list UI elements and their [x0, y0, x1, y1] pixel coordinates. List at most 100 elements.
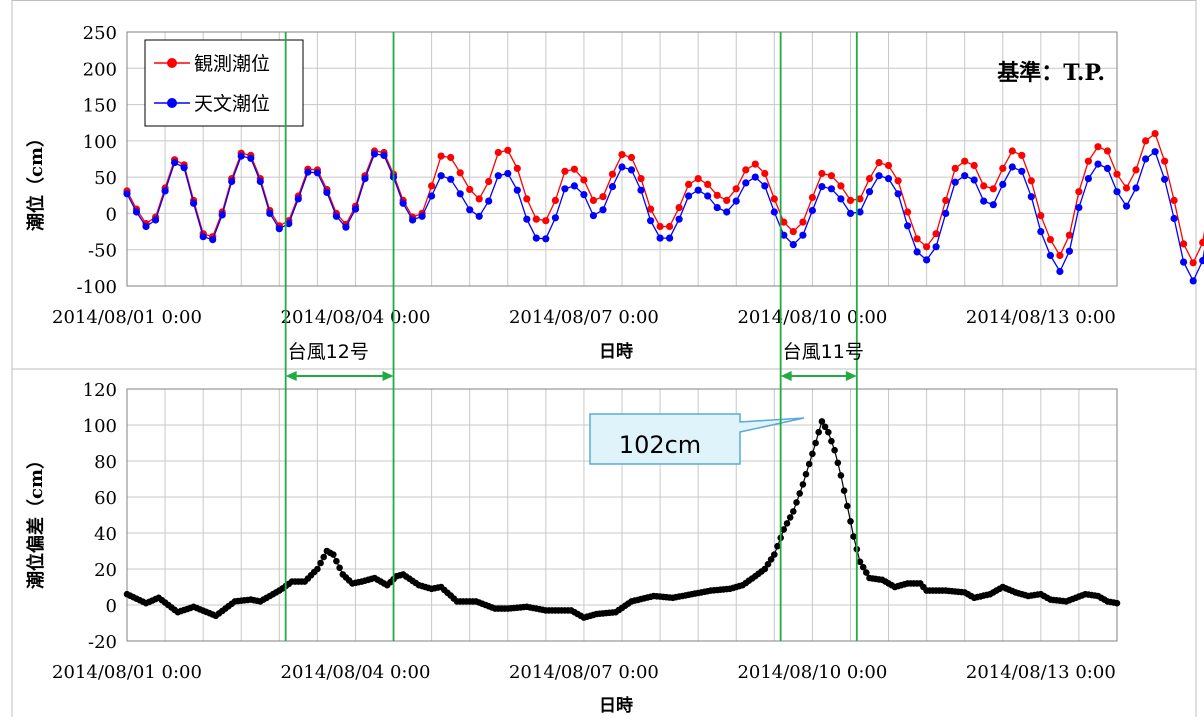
- data-point: [580, 176, 588, 184]
- data-point: [647, 205, 655, 213]
- data-point: [970, 161, 978, 170]
- data-point: [380, 151, 388, 159]
- data-point: [285, 220, 293, 228]
- data-point: [828, 437, 835, 445]
- data-point: [1161, 157, 1169, 165]
- data-point: [859, 563, 867, 571]
- data-point: [723, 196, 731, 204]
- data-point: [732, 185, 740, 193]
- data-point: [1046, 236, 1054, 244]
- data-point: [218, 211, 226, 219]
- bottom-chart-plot-frame: [126, 388, 1118, 642]
- data-point: [894, 190, 902, 198]
- data-point: [1027, 177, 1035, 185]
- data-point: [161, 187, 169, 195]
- data-point: [1180, 258, 1188, 266]
- data-point: [637, 175, 645, 183]
- top-chart-x-tick-label: 2014/08/13 0:00: [966, 307, 1116, 328]
- data-point: [447, 153, 455, 162]
- data-point: [361, 175, 369, 183]
- data-point: [761, 182, 769, 190]
- data-point: [1018, 151, 1026, 159]
- data-point: [589, 196, 598, 204]
- data-point: [786, 514, 794, 521]
- bottom-chart-x-tick-label: 2014/08/07 0:00: [509, 662, 659, 683]
- data-point: [1008, 147, 1016, 155]
- data-point: [989, 185, 997, 193]
- data-point: [627, 153, 636, 162]
- data-point: [627, 166, 636, 174]
- data-point: [171, 159, 179, 167]
- data-point: [951, 178, 959, 186]
- data-point: [1094, 160, 1102, 168]
- bottom-chart-y-tick-label: 20: [94, 560, 117, 581]
- data-point: [447, 175, 455, 183]
- data-point: [647, 217, 655, 225]
- data-point: [793, 499, 800, 506]
- data-point: [783, 520, 791, 527]
- data-point: [770, 195, 778, 203]
- data-point: [1008, 163, 1016, 171]
- data-point: [815, 428, 822, 436]
- data-point: [713, 204, 721, 212]
- data-point: [336, 564, 343, 572]
- top-chart-plot-frame: [126, 31, 1118, 287]
- data-point: [304, 168, 312, 176]
- data-point: [913, 248, 921, 256]
- data-point: [850, 533, 857, 540]
- data-point: [1037, 228, 1045, 236]
- data-point: [1103, 147, 1112, 155]
- data-point: [656, 222, 664, 231]
- data-point: [1132, 184, 1140, 192]
- data-point: [894, 177, 902, 185]
- top-chart-y-tick-label: 0: [106, 204, 117, 225]
- data-point: [764, 560, 772, 568]
- data-point: [409, 216, 417, 224]
- typhoon-arrow-head-right: [382, 371, 394, 381]
- data-point: [608, 183, 617, 191]
- data-point: [846, 196, 855, 204]
- data-point: [704, 192, 712, 200]
- data-point: [494, 148, 502, 157]
- top-chart-y-tick-label: 200: [83, 59, 117, 80]
- data-point: [618, 163, 626, 171]
- bottom-chart-x-tick-label: 2014/08/01 0:00: [52, 662, 202, 683]
- legend-label-astronomical: 天文潮位: [194, 93, 270, 115]
- data-point: [608, 170, 617, 178]
- data-point: [313, 169, 321, 177]
- top-chart-y-tick-label: 150: [83, 96, 117, 117]
- legend-label-observed: 観測潮位: [194, 53, 270, 75]
- data-point: [932, 243, 940, 251]
- data-point: [475, 212, 483, 220]
- series-line: [126, 132, 1204, 265]
- data-point: [466, 206, 474, 214]
- top-chart-y-tick-label: 50: [94, 168, 117, 189]
- data-point: [656, 234, 664, 242]
- data-point: [523, 195, 531, 203]
- data-point: [723, 208, 731, 216]
- data-point: [504, 169, 512, 178]
- data-point: [485, 177, 493, 186]
- legend-item-astronomical: 天文潮位: [154, 93, 270, 115]
- data-point: [751, 173, 759, 181]
- data-point: [980, 197, 988, 205]
- data-point: [742, 166, 750, 174]
- data-point: [1199, 238, 1204, 247]
- data-point: [1075, 204, 1083, 212]
- data-point: [1151, 148, 1159, 156]
- data-point: [704, 180, 712, 188]
- top-chart-y-tick-label: 250: [83, 23, 117, 44]
- bottom-chart-series: [123, 418, 1121, 621]
- data-point: [1065, 247, 1073, 255]
- top-chart-legend: 観測潮位 天文潮位: [144, 39, 304, 127]
- top-chart-x-tick-label: 2014/08/01 0:00: [52, 307, 202, 328]
- data-point: [342, 223, 350, 231]
- data-point: [942, 196, 950, 204]
- data-point: [437, 152, 445, 160]
- data-point: [751, 160, 759, 168]
- data-point: [132, 208, 141, 216]
- data-point: [834, 459, 842, 467]
- data-point: [774, 542, 781, 550]
- data-point: [837, 472, 845, 479]
